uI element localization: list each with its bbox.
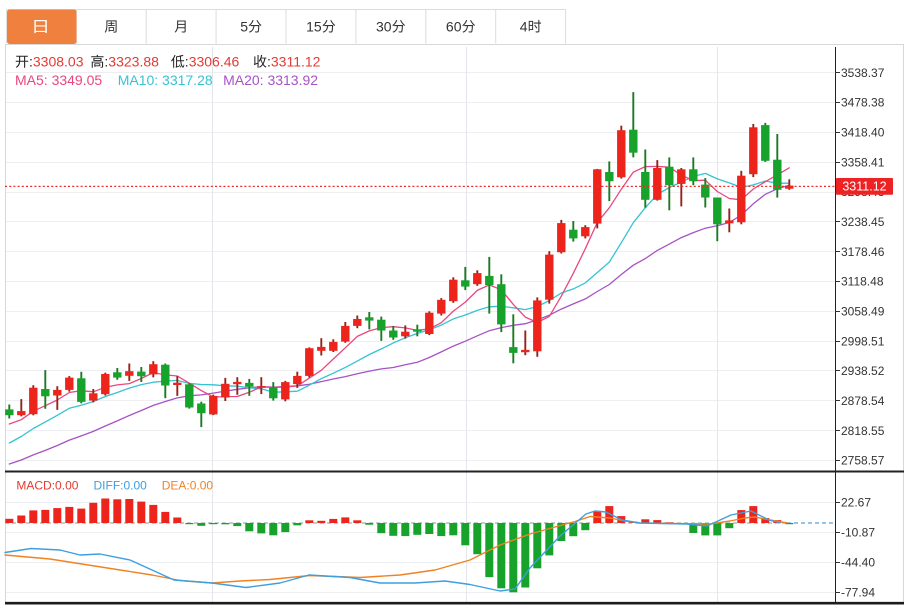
svg-text:3118.48: 3118.48 — [841, 275, 884, 289]
svg-text:2878.54: 2878.54 — [841, 394, 885, 408]
svg-text:22.67: 22.67 — [841, 496, 871, 510]
svg-text:6: 6 — [446, 19, 454, 35]
svg-text:2938.52: 2938.52 — [841, 364, 885, 378]
svg-text:5: 5 — [314, 19, 322, 35]
svg-text:0: 0 — [384, 19, 392, 35]
svg-text:2818.55: 2818.55 — [841, 424, 885, 438]
svg-text:3358.41: 3358.41 — [841, 155, 885, 169]
svg-text:3311.12: 3311.12 — [842, 180, 886, 194]
svg-text:-10.87: -10.87 — [841, 526, 875, 540]
svg-text:0: 0 — [454, 19, 462, 35]
svg-text:2758.57: 2758.57 — [841, 454, 885, 468]
svg-text:3418.40: 3418.40 — [841, 126, 885, 140]
svg-text:3538.37: 3538.37 — [841, 66, 885, 80]
svg-text:3058.49: 3058.49 — [841, 305, 885, 319]
svg-text:MACD:0.00: MACD:0.00 — [16, 479, 78, 493]
svg-text:-77.94: -77.94 — [841, 586, 875, 600]
svg-text:1: 1 — [306, 19, 314, 35]
svg-text:MA5: 3349.05: MA5: 3349.05 — [15, 72, 102, 88]
svg-text:DIFF:0.00: DIFF:0.00 — [94, 479, 148, 493]
svg-text:MA20: 3313.92: MA20: 3313.92 — [223, 72, 318, 88]
svg-text:MA10: 3317.28: MA10: 3317.28 — [118, 72, 213, 88]
svg-text::: : — [29, 54, 33, 70]
svg-text:3306.46: 3306.46 — [189, 54, 240, 70]
svg-text:2998.51: 2998.51 — [841, 334, 885, 348]
svg-text:4: 4 — [520, 19, 528, 35]
svg-text:3238.45: 3238.45 — [841, 215, 885, 229]
svg-text:5: 5 — [240, 19, 248, 35]
svg-text::: : — [185, 54, 189, 70]
svg-text:3311.12: 3311.12 — [271, 54, 321, 70]
svg-text:DEA:0.00: DEA:0.00 — [162, 479, 214, 493]
svg-text:3478.38: 3478.38 — [841, 96, 885, 110]
svg-text::: : — [267, 54, 271, 70]
svg-text:3308.03: 3308.03 — [33, 54, 84, 70]
svg-text:-44.40: -44.40 — [841, 556, 875, 570]
svg-text:3: 3 — [376, 19, 384, 35]
svg-text:3178.46: 3178.46 — [841, 245, 885, 259]
svg-text::: : — [104, 54, 108, 70]
svg-text:3323.88: 3323.88 — [108, 54, 159, 70]
